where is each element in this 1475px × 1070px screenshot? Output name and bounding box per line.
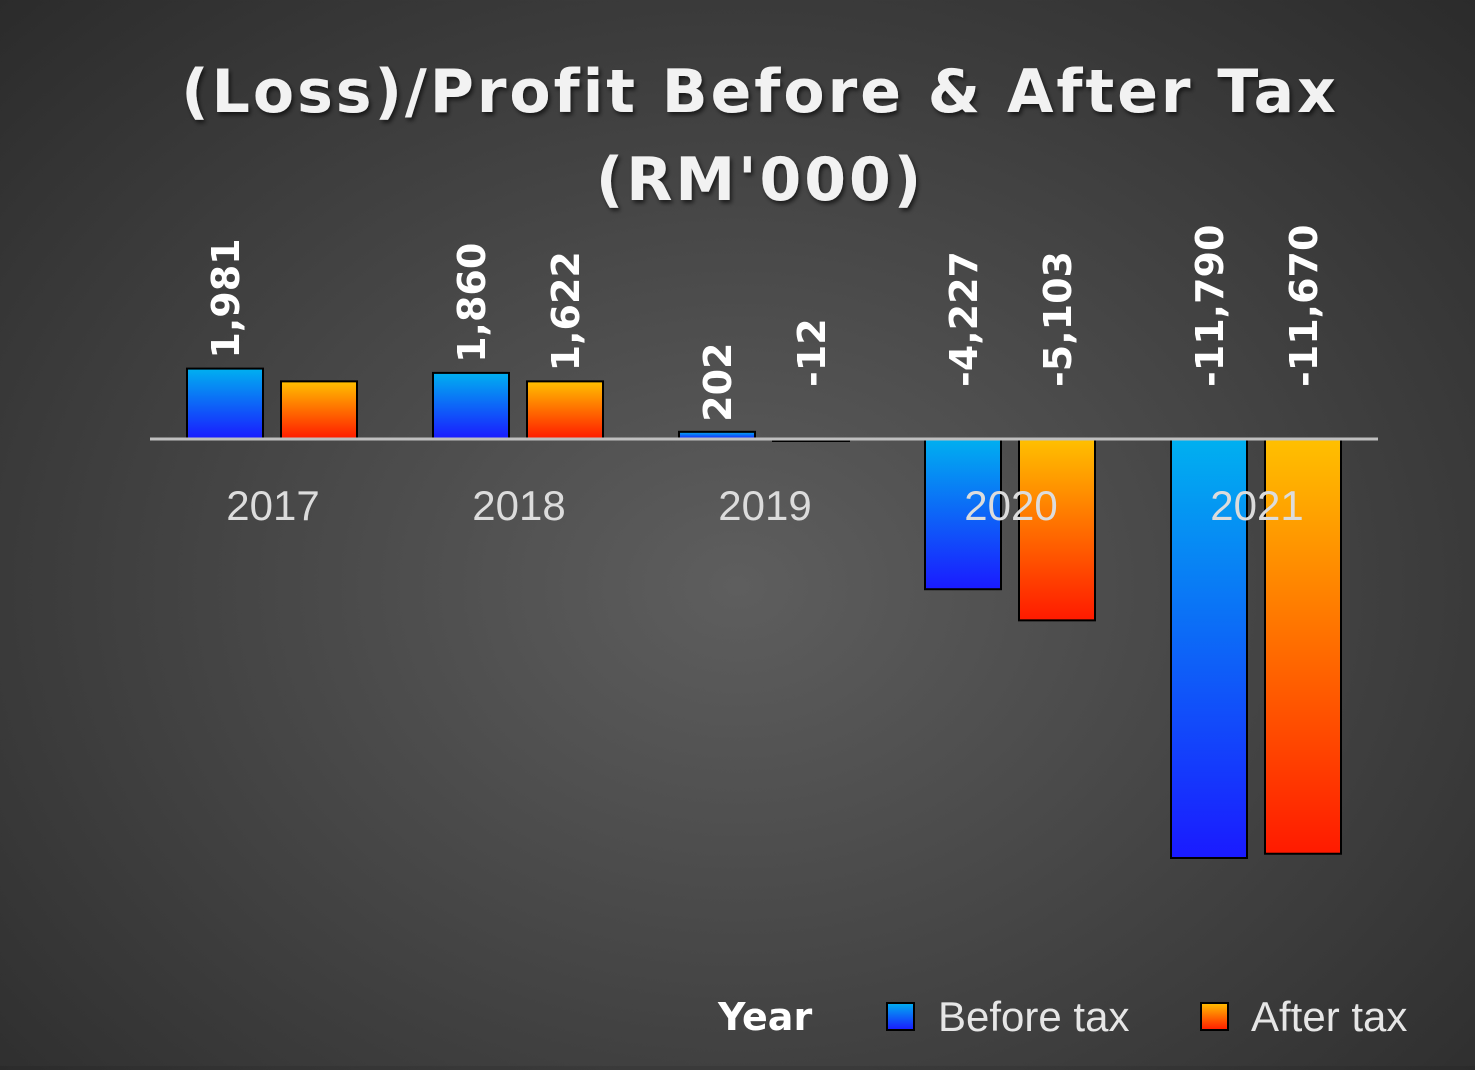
category-label-2020: 2020 xyxy=(964,482,1057,529)
legend: Year Before tax After tax xyxy=(717,993,1407,1040)
bar-after-tax-2018 xyxy=(526,380,604,441)
category-label-2018: 2018 xyxy=(472,482,565,529)
legend-swatch-before-tax xyxy=(886,1002,915,1031)
data-label-before-tax-2018: 1,860 xyxy=(450,243,494,363)
category-label-2017: 2017 xyxy=(226,482,319,529)
legend-label-before-tax: Before tax xyxy=(938,993,1129,1040)
category-labels: 2017 2018 2019 2020 2021 xyxy=(226,482,1303,529)
legend-label-after-tax: After tax xyxy=(1251,993,1407,1040)
data-label-after-tax-2021: -11,670 xyxy=(1282,225,1326,387)
chart-subtitle: (RM'000) xyxy=(596,145,924,215)
bar-after-tax-2017 xyxy=(280,380,358,441)
bar-before-tax-2018 xyxy=(432,371,510,441)
bar-before-tax-2021 xyxy=(1170,438,1248,859)
bars-layer xyxy=(186,367,1342,859)
data-label-after-tax-2018: 1,622 xyxy=(544,251,588,371)
data-label-before-tax-2017: 1,981 xyxy=(204,238,248,358)
legend-title: Year xyxy=(717,995,812,1039)
bar-after-tax-2020 xyxy=(1018,438,1096,622)
category-label-2019: 2019 xyxy=(718,482,811,529)
bar-before-tax-2020 xyxy=(924,438,1002,591)
bar-after-tax-2021 xyxy=(1264,438,1342,855)
data-label-after-tax-2020: -5,103 xyxy=(1036,251,1080,387)
chart-title: (Loss)/Profit Before & After Tax xyxy=(181,57,1339,127)
data-labels: 1,981 1,860 1,622 202 -12 -4,227 -5,103 -11,790… xyxy=(204,225,1326,422)
legend-swatch-after-tax xyxy=(1200,1002,1229,1031)
category-label-2021: 2021 xyxy=(1210,482,1303,529)
data-label-before-tax-2019: 202 xyxy=(696,342,740,421)
data-label-before-tax-2020: -4,227 xyxy=(942,251,986,387)
data-label-before-tax-2021: -11,790 xyxy=(1188,225,1232,387)
bar-before-tax-2017 xyxy=(186,367,264,440)
data-label-after-tax-2019: -12 xyxy=(790,318,834,387)
